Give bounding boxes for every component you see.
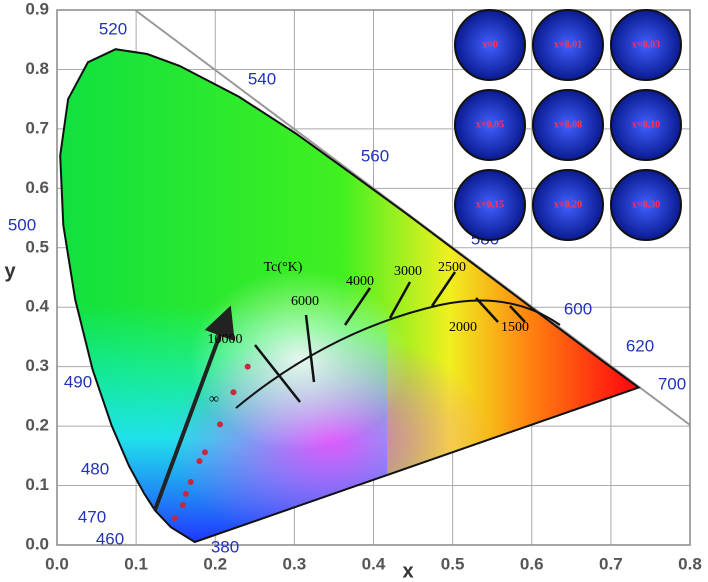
cct-title: Tc(°K) (264, 260, 303, 275)
x-tick-label: 0.2 (203, 554, 227, 573)
isotherm (430, 271, 457, 307)
sample-label: x=0.15 (476, 199, 504, 210)
planck-locus (235, 299, 561, 409)
data-point (196, 458, 203, 465)
cct-label: 3000 (394, 264, 422, 279)
sample-label: x=0.05 (476, 119, 504, 130)
gamut-outline (59, 48, 641, 544)
isotherm (304, 314, 316, 383)
sample-photo (532, 9, 604, 81)
y-tick-label: 0.7 (25, 118, 49, 137)
cct-label: ∞ (209, 392, 219, 407)
wavelength-label: 700 (658, 374, 686, 393)
isotherm (343, 287, 372, 326)
x-tick-label: 0.1 (124, 554, 148, 573)
isotherm (509, 305, 526, 323)
plot-frame (56, 9, 691, 546)
sample-photo (610, 9, 682, 81)
x-tick-label: 0.6 (520, 554, 544, 573)
cct-label: 10000 (208, 332, 243, 347)
cct-label: 6000 (291, 294, 319, 309)
sample-label: x=0.08 (554, 119, 582, 130)
y-tick-label: 0.3 (25, 356, 49, 375)
sample-photo (454, 9, 526, 81)
wavelength-label: 600 (564, 299, 592, 318)
cct-label: 4000 (346, 274, 374, 289)
y-tick-label: 0.8 (25, 59, 49, 78)
wavelength-label: 380 (211, 537, 239, 556)
wavelength-label: 470 (78, 507, 106, 526)
isotherm (388, 281, 412, 319)
x-tick-label: 0.4 (362, 554, 386, 573)
x-tick-label: 0.7 (599, 554, 623, 573)
y-tick-label: 0.1 (25, 475, 49, 494)
data-point (187, 478, 194, 485)
wavelength-label: 560 (361, 146, 389, 165)
y-axis-label: y (4, 260, 16, 282)
wavelength-label: 620 (626, 336, 654, 355)
sample-label: x=0.10 (632, 119, 660, 130)
sample-label: x=0 (482, 39, 498, 50)
gamut-white (190, 270, 410, 450)
sample-photo (454, 89, 526, 161)
sample-label: x=0.20 (554, 199, 582, 210)
sample-label: x=0.30 (632, 199, 660, 210)
isotherm (475, 297, 499, 323)
x-tick-label: 0.3 (283, 554, 307, 573)
data-point (179, 502, 186, 509)
cct-label: 1500 (501, 320, 529, 335)
data-point (171, 515, 178, 522)
sample-photo (454, 169, 526, 241)
isotherm (254, 344, 301, 403)
wavelength-label: 460 (96, 529, 124, 548)
plot-layer (153, 271, 561, 522)
y-tick-label: 0.2 (25, 416, 49, 435)
data-point (244, 363, 251, 370)
y-tick-label: 0.0 (25, 534, 49, 553)
sample-photo (610, 89, 682, 161)
direction-arrow (153, 305, 235, 511)
y-tick-label: 0.6 (25, 178, 49, 197)
cct-label: 2500 (438, 260, 466, 275)
sample-photo (532, 169, 604, 241)
wavelength-label: 540 (248, 69, 276, 88)
y-tick-label: 0.5 (25, 237, 49, 256)
data-point (230, 389, 237, 396)
y-tick-label: 0.4 (25, 297, 49, 316)
y-tick-label: 0.9 (25, 0, 49, 18)
data-point (201, 449, 208, 456)
cct-label: 2000 (449, 320, 477, 335)
wavelength-label: 500 (8, 215, 36, 234)
x-tick-label: 0.5 (441, 554, 465, 573)
wavelength-label: 520 (99, 19, 127, 38)
sample-photo (532, 89, 604, 161)
x-axis-label: x (402, 560, 413, 582)
data-point (182, 490, 189, 497)
wavelength-label: 480 (81, 459, 109, 478)
sample-label: x=0.01 (554, 39, 582, 50)
sample-photo (610, 169, 682, 241)
wavelength-label: 490 (64, 372, 92, 391)
sample-label: x=0.03 (632, 39, 660, 50)
data-point (216, 421, 223, 428)
x-tick-label: 0.8 (678, 554, 702, 573)
x-tick-label: 0.0 (45, 554, 69, 573)
